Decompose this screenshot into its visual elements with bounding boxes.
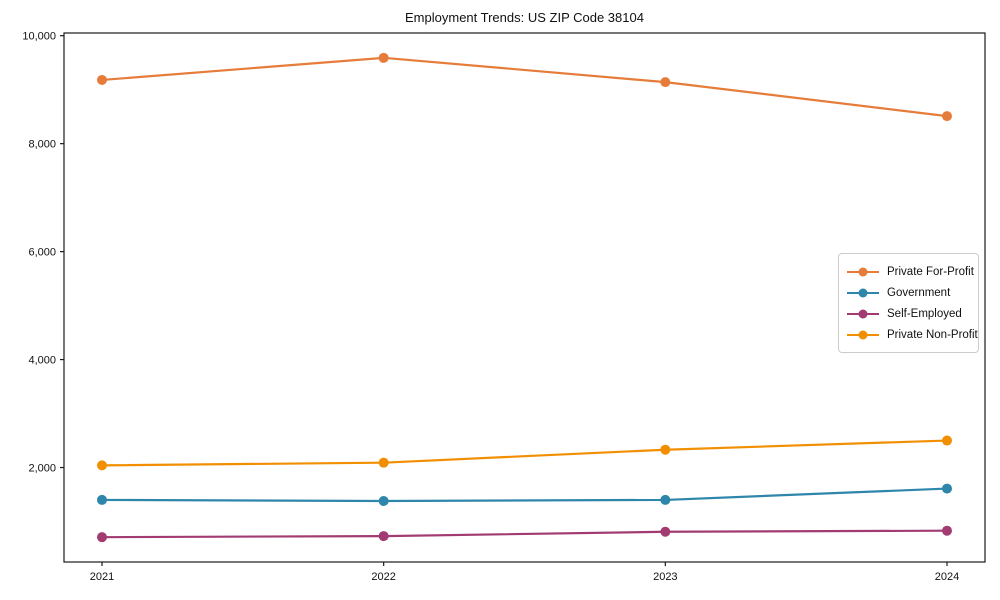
legend: Private For-Profit Government Self-Employe… [838, 253, 979, 353]
data-point [378, 496, 389, 507]
data-point [378, 531, 389, 542]
legend-label: Self-Employed [887, 307, 962, 320]
legend-label: Government [887, 286, 951, 299]
chart-title: Employment Trends: US ZIP Code 38104 [405, 10, 644, 25]
series-line [100, 439, 949, 467]
y-tick-label: 10,000 [22, 31, 56, 43]
data-point [942, 111, 952, 122]
data-point [97, 74, 107, 85]
y-tick-label: 4,000 [28, 355, 56, 367]
x-tick-label: 2023 [653, 571, 677, 583]
plot-border [63, 32, 986, 563]
legend-item: Private Non-Profit [846, 324, 978, 345]
legend-line-marker-icon [847, 330, 879, 339]
legend-line-marker-icon [847, 288, 879, 297]
legend-label: Private For-Profit [887, 265, 974, 278]
y-tick-label: 6,000 [28, 247, 56, 259]
data-point [660, 526, 671, 537]
legend-item: Self-Employed [846, 303, 970, 324]
legend-item: Government [846, 282, 970, 303]
data-point [942, 483, 952, 494]
data-point [378, 457, 389, 468]
x-tick-label: 2024 [935, 571, 959, 583]
data-point [660, 77, 671, 88]
data-point [97, 460, 107, 471]
data-point [660, 494, 671, 505]
data-point [378, 52, 389, 63]
series-line [100, 487, 949, 503]
x-tick-label: 2022 [371, 571, 395, 583]
x-tick-label: 2021 [90, 571, 114, 583]
series-line [100, 529, 949, 539]
legend-label: Private Non-Profit [887, 328, 978, 341]
data-point [97, 494, 107, 505]
legend-item: Private For-Profit [846, 261, 974, 282]
series-line [100, 56, 949, 118]
y-tick-label: 2,000 [28, 463, 56, 475]
data-point [942, 435, 952, 446]
data-point [660, 444, 671, 455]
legend-line-marker-icon [847, 267, 879, 276]
data-point [97, 532, 107, 543]
y-tick-label: 8,000 [28, 139, 56, 151]
legend-line-marker-icon [847, 309, 879, 318]
data-point [942, 525, 952, 536]
